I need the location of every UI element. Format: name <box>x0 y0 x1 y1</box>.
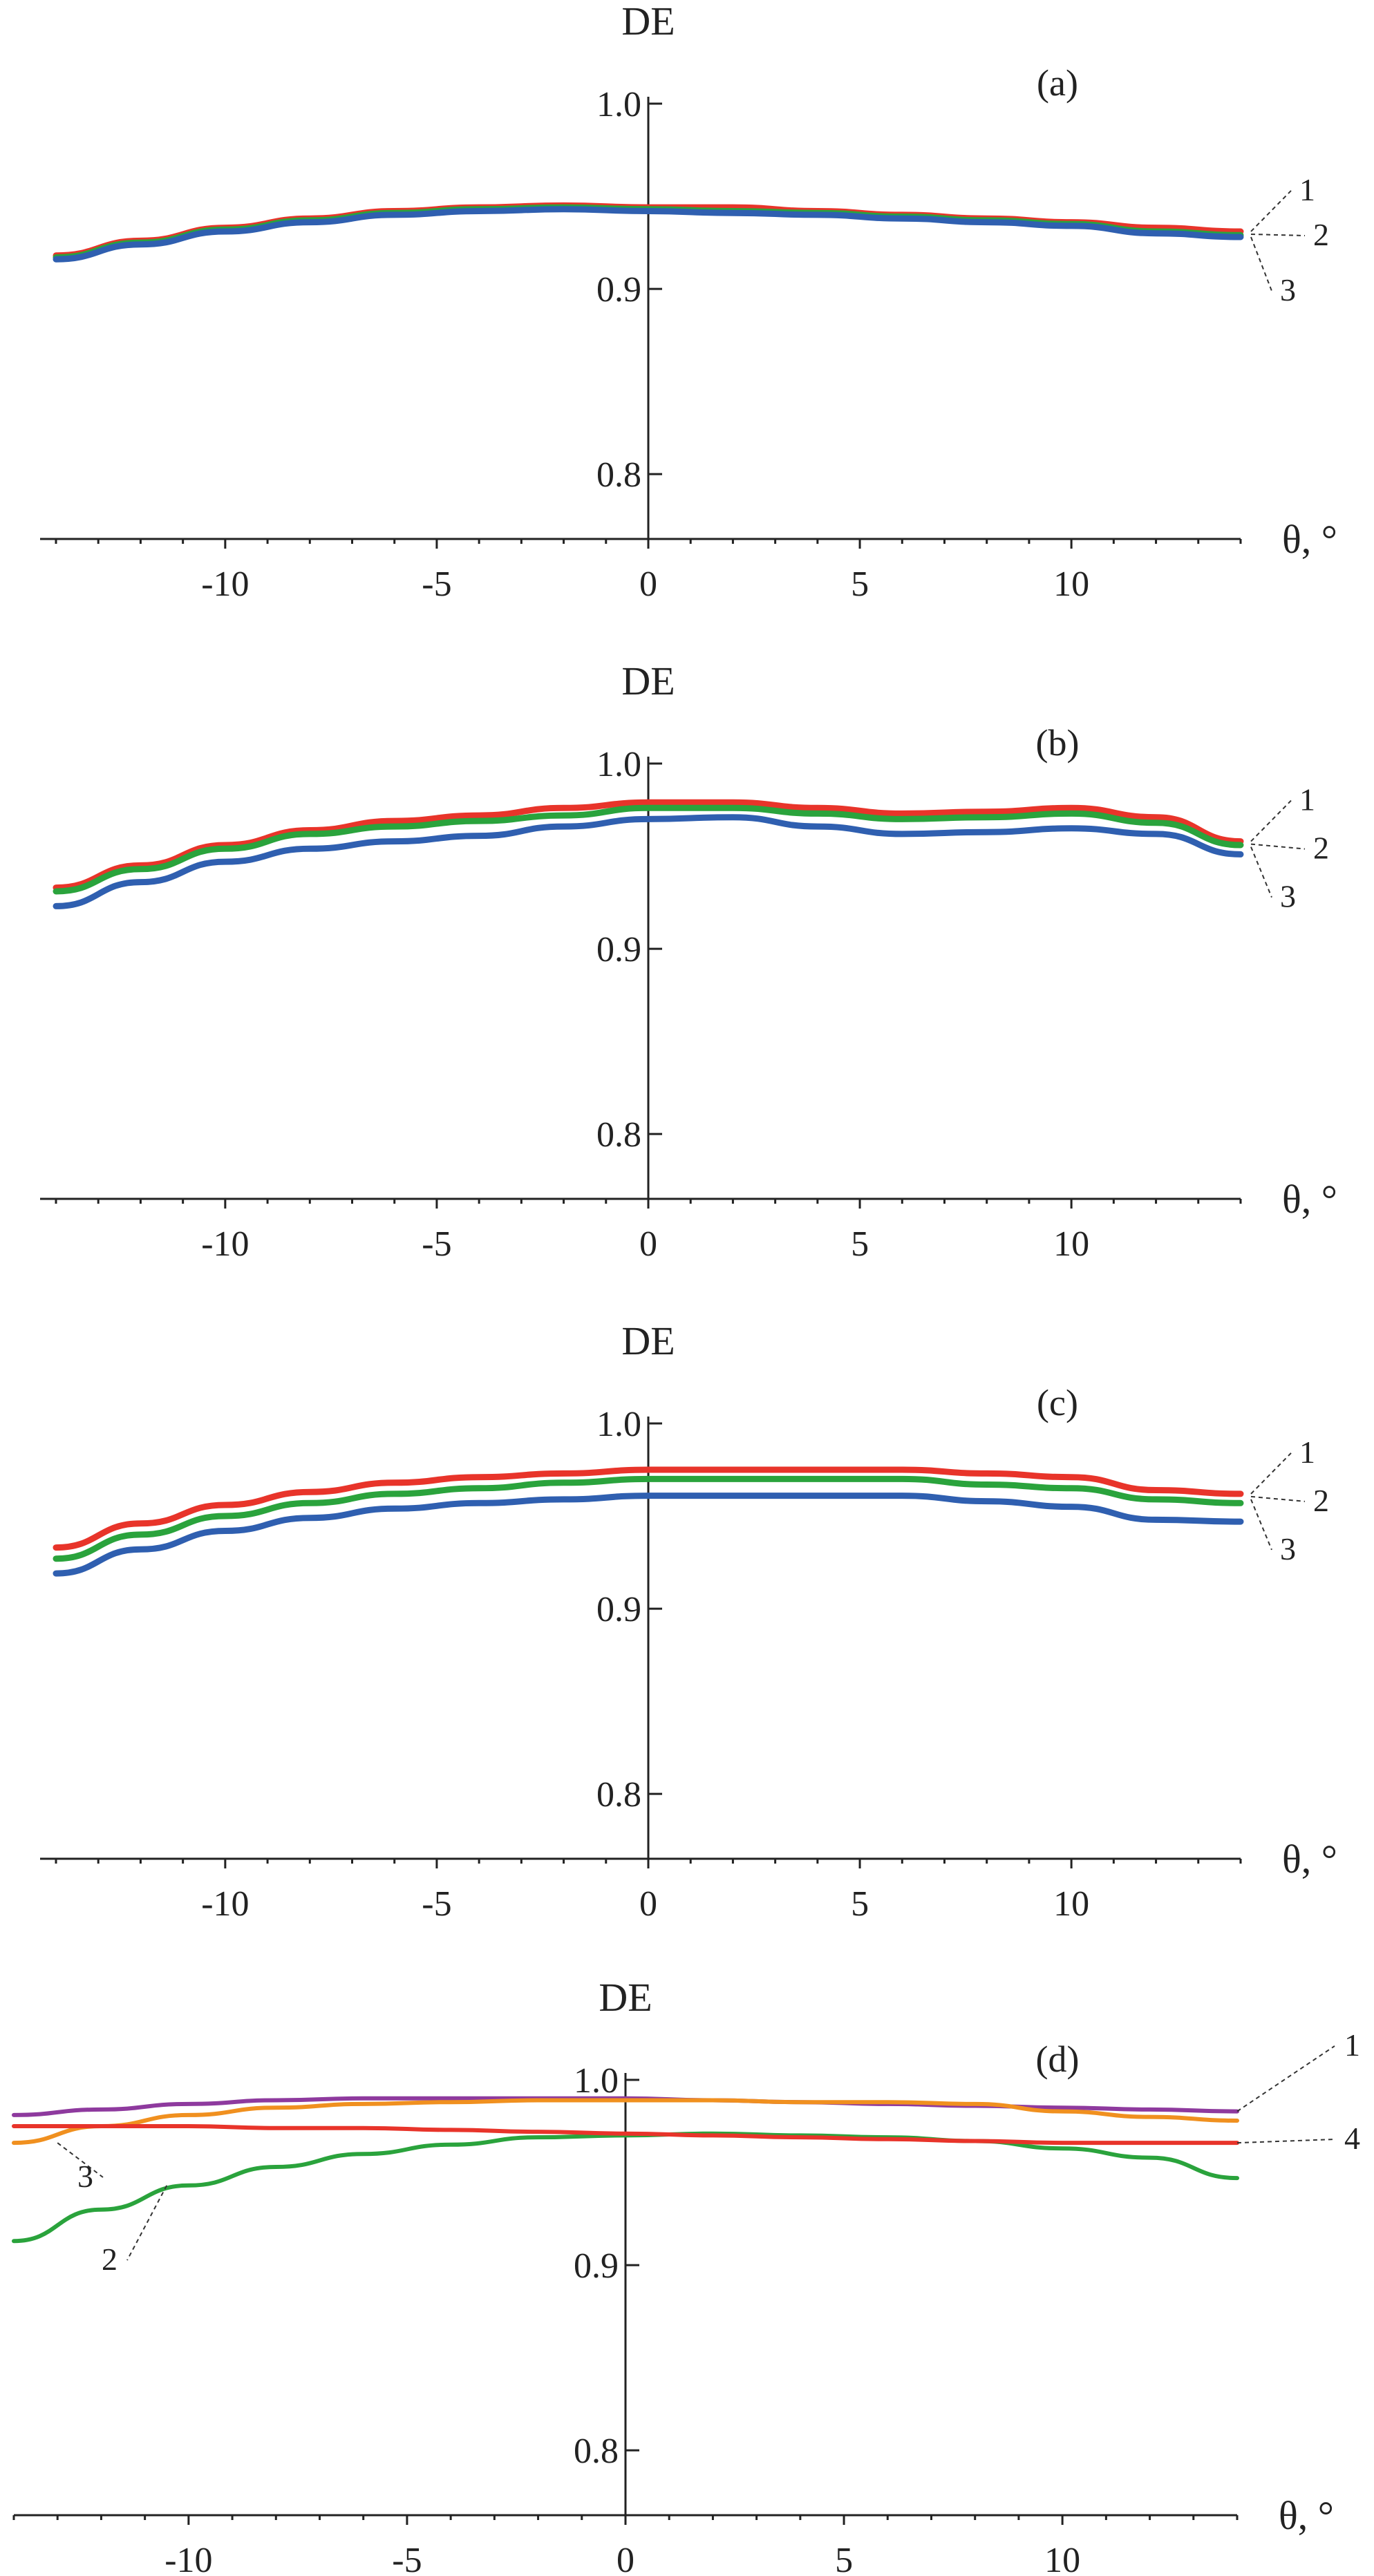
y-axis-label: DE <box>621 0 675 44</box>
callout-leader <box>126 2185 168 2261</box>
callout-leader <box>1250 799 1292 842</box>
x-tick-label: 5 <box>851 1884 869 1924</box>
x-tick-label: 5 <box>851 1224 869 1264</box>
callout-leader <box>1236 2045 1335 2112</box>
y-axis-label: DE <box>599 1975 652 2020</box>
x-tick-label: -10 <box>201 565 249 604</box>
x-tick-label: 0 <box>617 2541 634 2576</box>
series-line-3 <box>53 1493 1244 1577</box>
series-line-3 <box>53 814 1244 909</box>
y-tick-label: 0.9 <box>596 1590 641 1629</box>
chart-panel-c: -10 -5 0 5 10 0.8 0.9 1.0 DE θ, ° (c) 1 23 <box>40 1318 1337 1924</box>
chart-panel-b: -10 -5 0 5 10 0.8 0.9 1.0 DE θ, ° (b) 1 23 <box>40 659 1337 1264</box>
series-callout-3: 3 <box>1280 1531 1296 1566</box>
x-tick-label: -10 <box>164 2541 212 2576</box>
x-tick-label: -10 <box>201 1884 249 1924</box>
series-callout-4: 4 <box>1344 2121 1360 2156</box>
callout-leader <box>1250 190 1292 232</box>
callout-leader <box>1250 1452 1292 1495</box>
series-callout-1: 1 <box>1344 2027 1360 2063</box>
series-callout-1: 1 <box>1299 1434 1315 1470</box>
series-line-4 <box>12 2123 1239 2146</box>
x-axis-label: θ, ° <box>1279 2493 1334 2538</box>
callout-leader <box>57 2142 104 2178</box>
y-tick-label: 0.9 <box>596 270 641 310</box>
series-callout-3: 3 <box>1280 272 1296 307</box>
series-line-2 <box>53 804 1244 895</box>
series-line-2 <box>53 1475 1244 1562</box>
y-tick-label: 0.8 <box>596 455 641 495</box>
y-axis-label: DE <box>621 659 675 703</box>
callout-leader <box>1250 843 1306 850</box>
callout-leader <box>1250 233 1306 236</box>
series-callout-2: 2 <box>1313 831 1329 866</box>
series-line-1 <box>53 799 1244 891</box>
y-axis-label: DE <box>621 1318 675 1363</box>
x-tick-label: 5 <box>835 2541 853 2576</box>
panel-label: (b) <box>1036 722 1080 764</box>
x-tick-label: 10 <box>1053 565 1089 604</box>
y-tick-label: 1.0 <box>596 745 641 784</box>
y-tick-label: 0.8 <box>574 2432 619 2471</box>
x-tick-label: -5 <box>422 1884 451 1924</box>
x-axis-label: θ, ° <box>1282 1177 1337 1222</box>
x-tick-label: 10 <box>1053 1224 1089 1264</box>
series-line-3 <box>12 2098 1239 2146</box>
series-callout-1: 1 <box>1299 782 1315 817</box>
y-tick-label: 0.9 <box>596 930 641 969</box>
x-tick-label: -5 <box>422 1224 451 1264</box>
x-tick-label: -5 <box>422 565 451 604</box>
y-tick-label: 0.9 <box>574 2246 619 2286</box>
callout-leader <box>1250 1499 1272 1551</box>
y-tick-label: 1.0 <box>574 2061 619 2101</box>
x-tick-label: -5 <box>392 2541 422 2576</box>
x-tick-label: 5 <box>851 565 869 604</box>
series-line-3 <box>53 206 1244 263</box>
callout-leader <box>1250 236 1272 292</box>
x-tick-label: 0 <box>639 1224 657 1264</box>
x-tick-label: 10 <box>1053 1884 1089 1924</box>
panel-label: (c) <box>1037 1382 1078 1423</box>
series-line-1 <box>53 1466 1244 1551</box>
y-tick-label: 0.8 <box>596 1115 641 1155</box>
series-callout-3: 3 <box>77 2159 93 2194</box>
series-callout-2: 2 <box>102 2242 117 2277</box>
x-tick-label: -10 <box>201 1224 249 1264</box>
y-tick-label: 0.8 <box>596 1775 641 1815</box>
x-tick-label: 10 <box>1044 2541 1080 2576</box>
x-tick-label: 0 <box>639 1884 657 1924</box>
y-tick-label: 1.0 <box>596 85 641 124</box>
series-callout-2: 2 <box>1313 1483 1329 1518</box>
series-callout-2: 2 <box>1313 217 1329 252</box>
callout-leader <box>1250 1495 1306 1502</box>
series-callout-3: 3 <box>1280 879 1296 914</box>
series-callout-1: 1 <box>1299 172 1315 207</box>
callout-leader <box>1250 846 1272 898</box>
callout-leader <box>1236 2139 1335 2144</box>
x-tick-label: 0 <box>639 565 657 604</box>
chart-panel-d: -10 -5 0 5 10 0.8 0.9 1.0 DE θ, ° (d) 1 2 3 4 <box>12 1975 1360 2576</box>
x-axis-label: θ, ° <box>1282 1837 1337 1882</box>
x-axis-label: θ, ° <box>1282 517 1337 562</box>
panel-label: (d) <box>1036 2038 1080 2080</box>
panel-label: (a) <box>1037 62 1078 104</box>
chart-panel-a: -10 -5 0 5 10 0.8 0.9 1.0 DE θ, ° (a) 1 23 <box>40 0 1337 604</box>
y-tick-label: 1.0 <box>596 1405 641 1444</box>
